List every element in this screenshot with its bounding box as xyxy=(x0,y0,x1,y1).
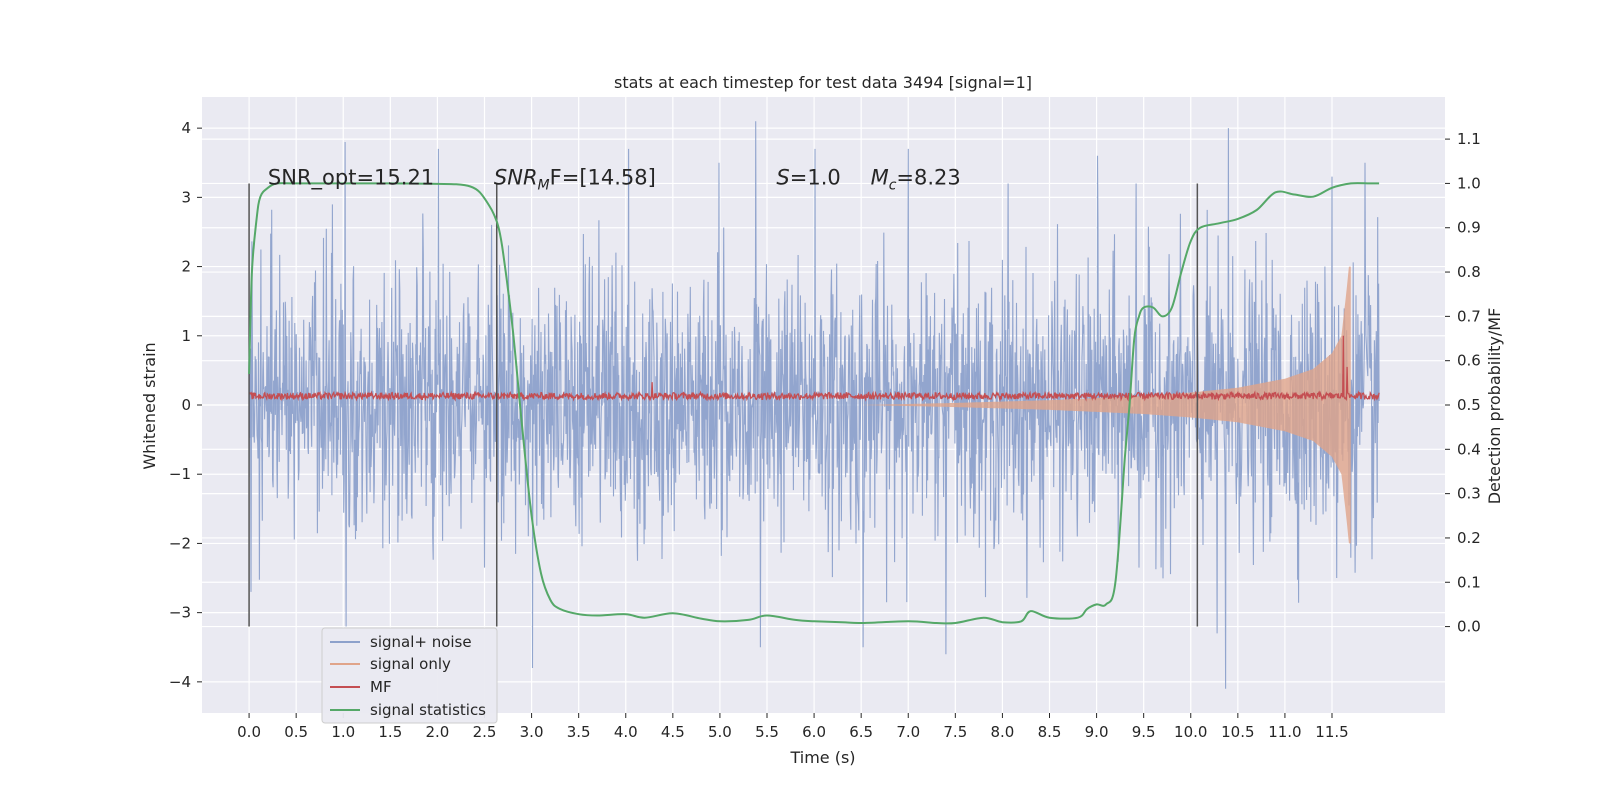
x-tick-label: 10.5 xyxy=(1221,723,1254,741)
x-tick-label: 11.5 xyxy=(1315,723,1348,741)
y2-tick-label: 0.2 xyxy=(1457,529,1481,547)
x-tick-label: 11.0 xyxy=(1268,723,1301,741)
mf-series xyxy=(248,335,1380,402)
annotation-text: SNR_opt=15.21 xyxy=(268,166,434,191)
y2-tick-label: 1.1 xyxy=(1457,130,1481,148)
x-tick-label: 0.5 xyxy=(284,723,308,741)
y-tick-label: 2 xyxy=(181,258,191,276)
x-tick-label: 3.5 xyxy=(567,723,591,741)
y2-tick-label: 0.4 xyxy=(1457,440,1481,458)
y2-tick-label: 1.0 xyxy=(1457,174,1481,192)
x-tick-label: 0.0 xyxy=(237,723,261,741)
y2-tick-label: 0.3 xyxy=(1457,485,1481,503)
legend-label-signal-statistics: signal statistics xyxy=(370,701,486,719)
x-tick-label: 4.0 xyxy=(614,723,638,741)
x-tick-label: 8.0 xyxy=(990,723,1014,741)
y2-tick-label: 0.8 xyxy=(1457,263,1481,281)
x-tick-label: 5.0 xyxy=(708,723,732,741)
legend-box xyxy=(321,627,498,724)
y-tick-label: 0 xyxy=(181,396,191,414)
x-tick-label: 1.0 xyxy=(331,723,355,741)
y-tick-label: −4 xyxy=(169,673,191,691)
legend-label-mf: MF xyxy=(370,678,392,696)
x-tick-label: 8.5 xyxy=(1038,723,1062,741)
legend-label-signal-only: signal only xyxy=(370,655,451,673)
y-tick-label: 1 xyxy=(181,327,191,345)
x-tick-label: 7.0 xyxy=(896,723,920,741)
y-tick-label: −1 xyxy=(169,465,191,483)
y2-tick-label: 0.6 xyxy=(1457,352,1481,370)
annotation-text: Mc=8.23 xyxy=(871,166,961,194)
x-tick-label: 9.0 xyxy=(1085,723,1109,741)
x-tick-label: 3.0 xyxy=(520,723,544,741)
x-tick-label: 1.5 xyxy=(378,723,402,741)
y2-tick-label: 0.1 xyxy=(1457,573,1481,591)
y2-tick-label: 0.0 xyxy=(1457,618,1481,636)
y2-axis-label: Detection probability/MF xyxy=(1485,308,1504,505)
x-tick-label: 6.0 xyxy=(802,723,826,741)
x-tick-label: 6.5 xyxy=(849,723,873,741)
annotations: SNR_opt=15.21 SNRMF=[14.58] S=1.0 Mc=8.23 xyxy=(268,166,961,194)
signal-statistics-line xyxy=(248,182,1380,625)
annotation-text: S=1.0 xyxy=(776,166,840,190)
x-tick-label: 7.5 xyxy=(943,723,967,741)
signal-statistics-series xyxy=(248,182,1380,625)
y-tick-label: −3 xyxy=(169,604,191,622)
axes: 0.0 0.5 1.0 1.5 2.0 2.5 3.0 3.5 4.0 4.5 5.0 5.5 6.0 6… xyxy=(169,119,1481,741)
y-tick-label: −2 xyxy=(169,534,191,552)
y-axis-label: Whitened strain xyxy=(140,342,159,469)
signal-only-series xyxy=(861,266,1351,544)
y2-tick-label: 0.7 xyxy=(1457,307,1481,325)
x-tick-label: 10.0 xyxy=(1174,723,1207,741)
x-tick-label: 4.5 xyxy=(661,723,685,741)
signal-only-area xyxy=(861,266,1351,544)
x-tick-label: 2.5 xyxy=(473,723,497,741)
y2-tick-label: 0.9 xyxy=(1457,219,1481,237)
vertical-markers xyxy=(248,183,1199,627)
legend: signal+ noise signal only MF signal stat… xyxy=(321,627,498,724)
annotation-text: SNRMF=[14.58] xyxy=(494,166,656,194)
x-tick-label: 2.0 xyxy=(425,723,449,741)
y-tick-label: 4 xyxy=(181,119,191,137)
y2-tick-label: 0.5 xyxy=(1457,396,1481,414)
mf-line xyxy=(248,335,1380,402)
legend-label-signal-noise: signal+ noise xyxy=(370,633,472,651)
chart-title: stats at each timestep for test data 349… xyxy=(614,73,1032,92)
x-tick-label: 9.5 xyxy=(1132,723,1156,741)
x-tick-label: 5.5 xyxy=(755,723,779,741)
y-tick-label: 3 xyxy=(181,188,191,206)
x-axis-label: Time (s) xyxy=(789,748,855,767)
